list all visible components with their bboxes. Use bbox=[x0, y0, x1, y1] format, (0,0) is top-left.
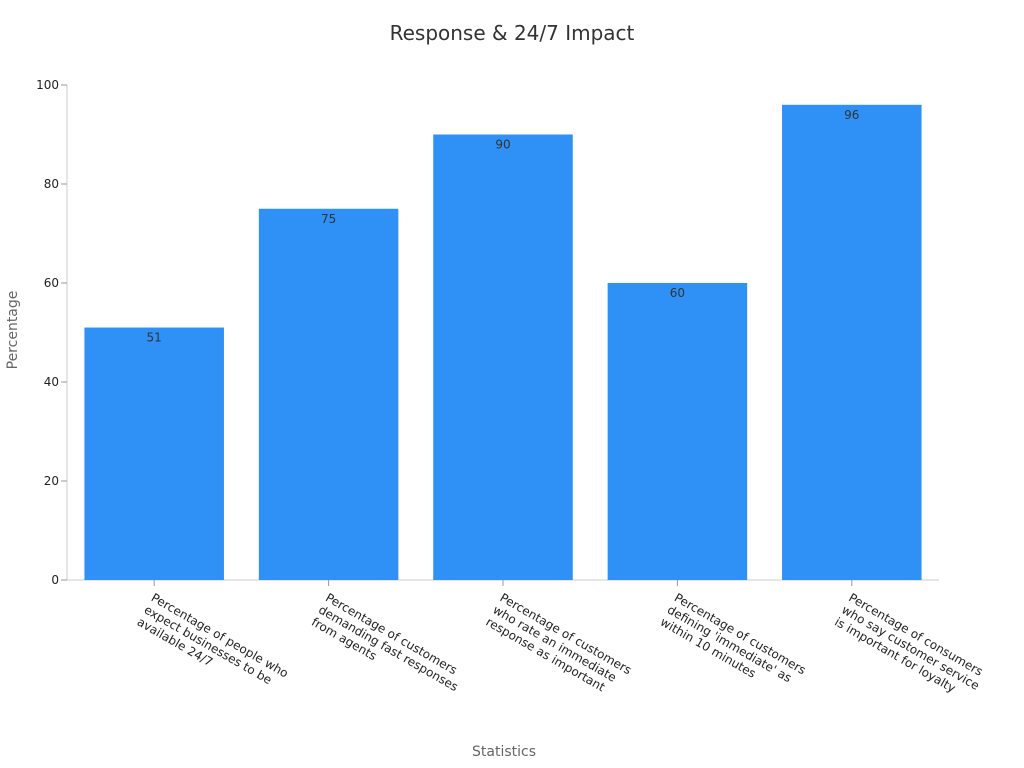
x-tick-label: Percentage of customersdemanding fast re… bbox=[309, 590, 467, 706]
chart-title: Response & 24/7 Impact bbox=[390, 21, 635, 45]
x-axis-label: Statistics bbox=[472, 744, 536, 760]
data-label: 51 bbox=[147, 331, 162, 345]
x-tick-label: Percentage of consumerswho say customer … bbox=[832, 590, 988, 705]
y-tick-label: 100 bbox=[36, 78, 59, 92]
bar bbox=[84, 327, 224, 580]
bar bbox=[607, 283, 748, 580]
x-tick-label: Percentage of people whoexpect businesse… bbox=[135, 590, 291, 704]
y-tick-label: 80 bbox=[44, 177, 59, 191]
y-axis-label: Percentage bbox=[5, 291, 21, 370]
bar bbox=[433, 134, 573, 580]
data-label: 60 bbox=[670, 286, 685, 300]
data-label: 75 bbox=[321, 212, 336, 226]
data-label: 96 bbox=[844, 108, 859, 122]
bar bbox=[782, 104, 922, 581]
data-label: 90 bbox=[495, 138, 510, 152]
y-tick-label: 20 bbox=[44, 474, 59, 488]
x-tick-label: Percentage of customerswho rate an immed… bbox=[484, 590, 634, 701]
y-tick-label: 60 bbox=[44, 276, 59, 290]
x-tick-label: Percentage of customersdefining 'immedia… bbox=[658, 590, 808, 701]
y-tick-label: 0 bbox=[51, 573, 59, 587]
y-tick-label: 40 bbox=[44, 375, 59, 389]
bar bbox=[258, 208, 399, 580]
